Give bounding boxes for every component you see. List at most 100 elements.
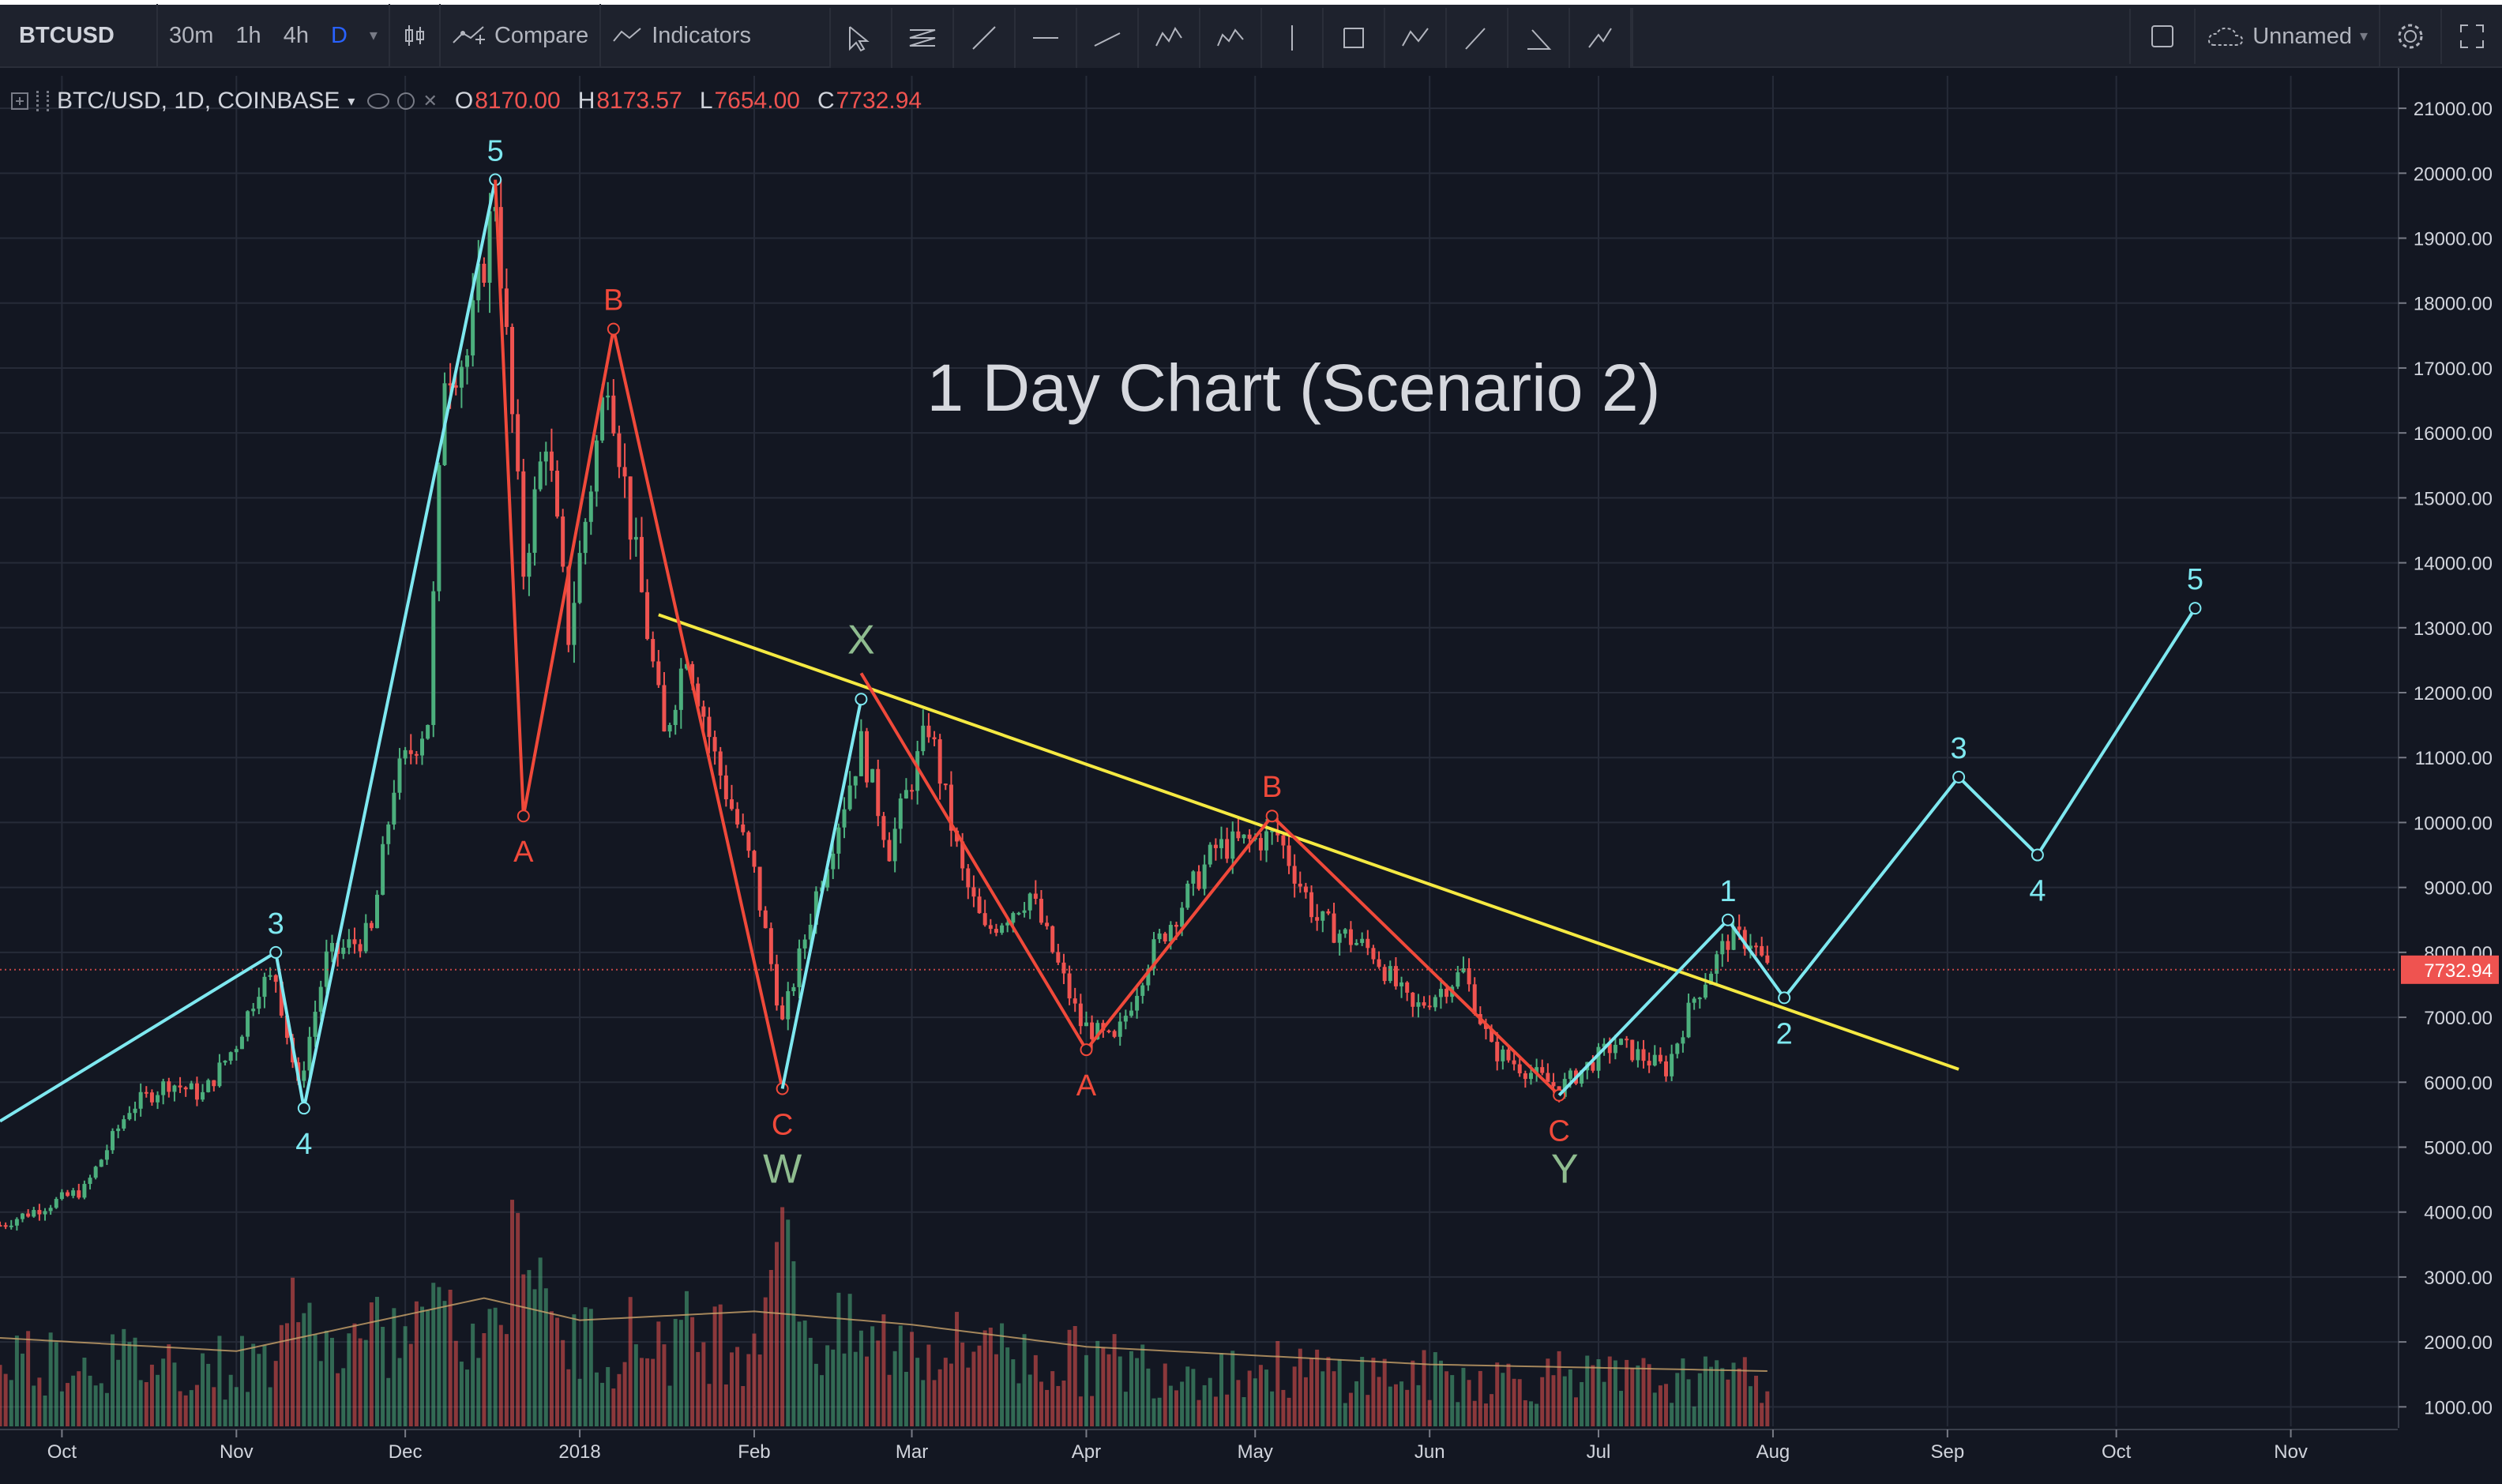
volume-bar (915, 1358, 920, 1426)
volume-bar (1438, 1360, 1443, 1426)
volume-bar (813, 1363, 818, 1426)
legend-close-value: 7732.94 (836, 88, 922, 114)
wave-impulse-projection: 1 2 3 4 5 (1557, 563, 2203, 1097)
legend-collapse-icon[interactable] (11, 92, 28, 110)
interval-30m[interactable]: 30m (169, 23, 214, 48)
volume-bar (386, 1377, 391, 1426)
interval-1h[interactable]: 1h (235, 23, 261, 48)
candle-body (161, 1081, 166, 1095)
candle-body (1422, 1002, 1426, 1006)
legend-settings-icon[interactable] (397, 92, 415, 110)
wave-pivot (1080, 1043, 1093, 1057)
candle-body (538, 461, 543, 490)
candle-body (71, 1190, 76, 1197)
volume-bar (1230, 1351, 1235, 1426)
candle-body (1174, 925, 1178, 927)
legend-close-icon[interactable]: ✕ (423, 91, 438, 111)
time-tick-label: Nov (2274, 1441, 2308, 1463)
wave-pivot (269, 945, 283, 959)
chart-area[interactable]: 1 Day Chart (Scenario 2) 3 4 5 A B C A B C 1 2 3 4 5 X W… (0, 68, 2502, 1480)
volume-bar (1027, 1374, 1032, 1426)
candle-body (1247, 834, 1252, 840)
volume-bar (1292, 1366, 1297, 1426)
volume-bar (21, 1353, 25, 1426)
price-chart[interactable]: 1 Day Chart (Scenario 2) 3 4 5 A B C A B C 1 2 3 4 5 X W… (0, 68, 2502, 1480)
legend-high-label: H (577, 88, 595, 114)
horizontal-lines-tool[interactable] (892, 8, 954, 68)
fullscreen-button[interactable] (2442, 9, 2502, 64)
volume-bar (1140, 1344, 1145, 1426)
volume-bar (1388, 1386, 1392, 1426)
volume-bar (1197, 1399, 1201, 1426)
candle-body (217, 1062, 222, 1087)
candle-body (521, 471, 526, 577)
volume-bar (949, 1363, 953, 1426)
fullscreen-box-button[interactable] (2129, 9, 2196, 64)
volume-bar (865, 1356, 870, 1426)
layout-menu-button[interactable]: Unnamed ▾ (2196, 5, 2380, 68)
chevron-down-icon[interactable]: ▾ (348, 92, 355, 109)
wave-pivot (855, 693, 868, 706)
candle-body (381, 843, 385, 895)
angle-tool[interactable] (1508, 8, 1570, 68)
volume-bar (1472, 1400, 1477, 1426)
indicators-button[interactable]: Indicators (601, 4, 762, 67)
symbol-search[interactable]: BTCUSD (0, 4, 158, 67)
brush-tool[interactable] (1447, 8, 1508, 68)
candle-body (1292, 866, 1297, 884)
volume-bar (279, 1324, 284, 1426)
cloud-icon (2208, 27, 2244, 46)
pattern-tool[interactable] (1139, 8, 1200, 68)
candle-body (88, 1178, 92, 1185)
rectangle-tool[interactable] (1324, 8, 1385, 68)
measure-tool[interactable] (1262, 8, 1324, 68)
interval-4h[interactable]: 4h (283, 23, 309, 48)
candle-body (1720, 941, 1725, 955)
candle-body (482, 263, 486, 284)
volume-bar (228, 1374, 233, 1426)
chart-type-button[interactable] (390, 4, 439, 67)
volume-bar (1225, 1394, 1230, 1426)
candle-body (1703, 984, 1707, 998)
candle-body (825, 869, 830, 888)
candle-body (1490, 1028, 1494, 1043)
candle-body (77, 1190, 81, 1198)
settings-button[interactable] (2380, 9, 2442, 64)
trend-line-tool[interactable] (954, 8, 1016, 68)
interval-dropdown[interactable]: ▾ (359, 4, 389, 67)
candle-body (1607, 1043, 1612, 1054)
volume-bar (54, 1342, 58, 1426)
channel-tool[interactable] (1077, 8, 1139, 68)
candle-body (183, 1087, 188, 1090)
candle-body (813, 891, 818, 925)
abc-pattern-tool[interactable] (1385, 8, 1447, 68)
candle-body (1208, 844, 1212, 865)
legend-drag-handle-icon[interactable] (36, 91, 49, 111)
volume-bar (1366, 1395, 1370, 1426)
interval-d[interactable]: D (330, 23, 348, 48)
path-tool[interactable] (1570, 8, 1632, 68)
volume-bar (1287, 1397, 1291, 1426)
elliott-tool[interactable] (1200, 8, 1262, 68)
legend-low-label: L (699, 88, 713, 114)
volume-bar (1664, 1384, 1669, 1426)
candle-body (9, 1225, 13, 1227)
legend-symbol[interactable]: BTC/USD, 1D, COINBASE (57, 88, 340, 114)
compare-button[interactable]: Compare (441, 4, 599, 67)
candle-body (26, 1213, 31, 1217)
volume-bar (284, 1323, 289, 1426)
eye-icon[interactable] (367, 93, 390, 109)
price-axis-background (2398, 68, 2502, 1434)
volume-bar (1011, 1359, 1016, 1426)
volume-bar (127, 1342, 132, 1426)
candle-body (1061, 962, 1066, 974)
grid-lines (0, 76, 2398, 1426)
volume-bar (1247, 1370, 1252, 1426)
candle-body (1225, 839, 1230, 859)
candle-body (448, 383, 453, 385)
wave-impulse-2017: 3 4 5 (0, 135, 504, 1161)
volume-bar (1039, 1381, 1043, 1426)
horizontal-ray-tool[interactable] (1016, 8, 1077, 68)
volume-bar (341, 1368, 346, 1426)
cursor-tool[interactable] (831, 8, 892, 68)
